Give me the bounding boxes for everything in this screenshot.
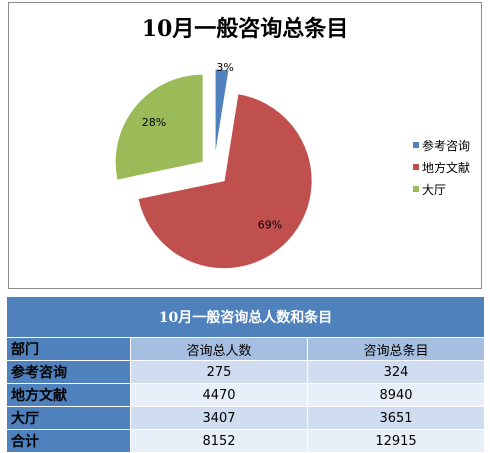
summary-table: 10月一般咨询总人数和条目 部门 咨询总人数 咨询总条目 参考咨询 275 32… — [5, 296, 486, 453]
table-row: 地方文献 4470 8940 — [6, 383, 486, 407]
pie-label-reference: 3% — [216, 61, 233, 74]
pie-labels: 3% 69% 28% — [142, 61, 282, 231]
cell-people: 3407 — [130, 406, 308, 430]
header-department: 部门 — [6, 337, 131, 361]
cell-people: 4470 — [130, 383, 308, 407]
pie-slice-reference — [214, 68, 230, 158]
legend-swatch-lobby — [413, 186, 419, 192]
cell-people: 275 — [130, 360, 308, 384]
row-label: 地方文献 — [6, 383, 131, 407]
table-title: 10月一般咨询总人数和条目 — [5, 296, 486, 338]
row-label: 参考咨询 — [6, 360, 131, 384]
pie-slice-lobby — [114, 73, 204, 181]
header-total-people: 咨询总人数 — [130, 337, 308, 361]
cell-items: 324 — [306, 360, 486, 384]
pie-slices — [114, 68, 313, 270]
cell-items: 8940 — [306, 383, 486, 407]
legend-swatch-reference — [413, 142, 419, 148]
chart-title: 10月一般咨询总条目 — [142, 16, 349, 42]
cell-people: 8152 — [130, 429, 308, 453]
pie-slice-local-documents — [137, 93, 313, 270]
table-header-row: 部门 咨询总人数 咨询总条目 — [6, 337, 486, 361]
row-label: 大厅 — [6, 406, 131, 430]
legend-label-local-documents: 地方文献 — [422, 160, 470, 175]
pie-chart-panel: 10月一般咨询总条目 3% 69% 28% 参考咨询地方文献大厅 — [8, 2, 482, 289]
pie-label-lobby: 28% — [142, 116, 166, 129]
cell-items: 3651 — [306, 406, 486, 430]
legend-label-lobby: 大厅 — [422, 183, 446, 197]
header-total-items: 咨询总条目 — [306, 337, 486, 361]
pie-label-local-documents: 69% — [258, 218, 282, 231]
legend-swatch-local-documents — [413, 164, 419, 170]
table-row: 参考咨询 275 324 — [6, 360, 486, 384]
legend-label-reference: 参考咨询 — [422, 138, 470, 153]
table-row: 大厅 3407 3651 — [6, 406, 486, 430]
table-total-row: 合计 8152 12915 — [6, 429, 486, 453]
cell-items: 12915 — [306, 429, 486, 453]
row-label: 合计 — [6, 429, 131, 453]
